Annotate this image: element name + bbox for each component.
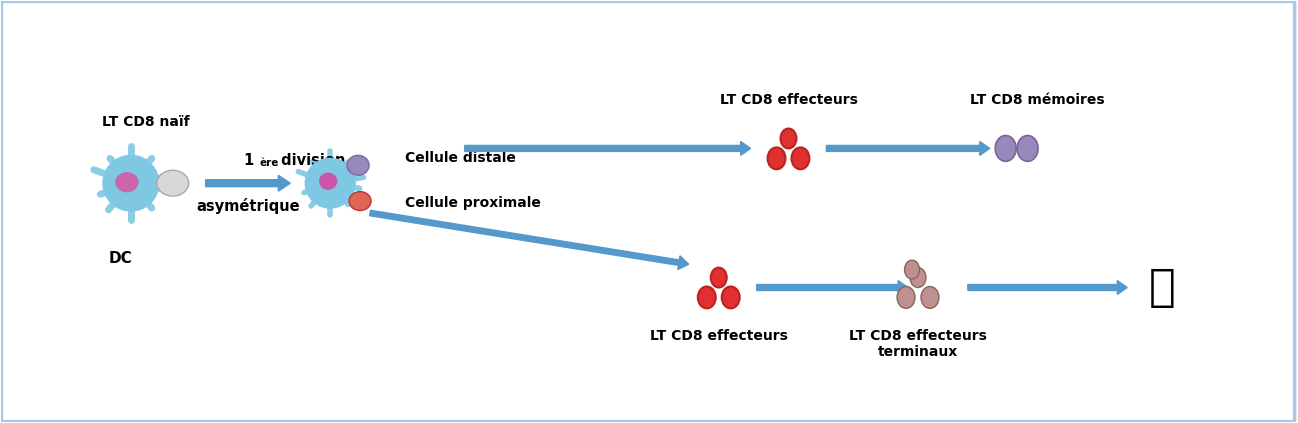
Ellipse shape xyxy=(116,173,138,192)
Ellipse shape xyxy=(996,135,1016,161)
Text: 💀: 💀 xyxy=(1149,266,1176,309)
Text: Cellule proximale: Cellule proximale xyxy=(405,196,541,210)
Ellipse shape xyxy=(905,260,919,279)
Ellipse shape xyxy=(157,170,188,196)
Text: ère: ère xyxy=(260,158,279,168)
Text: LT CD8 effecteurs
terminaux: LT CD8 effecteurs terminaux xyxy=(849,329,986,360)
FancyArrow shape xyxy=(827,141,990,155)
Text: LT CD8 naïf: LT CD8 naïf xyxy=(103,115,190,129)
Text: LT CD8 effecteurs: LT CD8 effecteurs xyxy=(650,329,788,343)
Text: LT CD8 mémoires: LT CD8 mémoires xyxy=(970,93,1105,107)
Ellipse shape xyxy=(897,286,915,308)
Text: division: division xyxy=(276,153,345,168)
Ellipse shape xyxy=(1018,135,1038,161)
Circle shape xyxy=(103,155,158,211)
Ellipse shape xyxy=(792,148,810,169)
Ellipse shape xyxy=(711,268,727,288)
Ellipse shape xyxy=(347,155,369,175)
Ellipse shape xyxy=(698,286,715,308)
Circle shape xyxy=(305,158,356,208)
Text: LT CD8 effecteurs: LT CD8 effecteurs xyxy=(719,93,858,107)
FancyArrow shape xyxy=(757,280,909,294)
Text: Cellule distale: Cellule distale xyxy=(405,151,515,165)
Ellipse shape xyxy=(349,192,371,211)
Text: 1: 1 xyxy=(243,153,253,168)
FancyArrow shape xyxy=(465,141,750,155)
Text: DC: DC xyxy=(109,251,132,266)
Ellipse shape xyxy=(922,286,938,308)
Ellipse shape xyxy=(319,173,336,189)
FancyArrow shape xyxy=(205,175,291,191)
Ellipse shape xyxy=(910,268,925,288)
FancyArrow shape xyxy=(968,280,1127,294)
Text: asymétrique: asymétrique xyxy=(196,198,300,214)
Ellipse shape xyxy=(780,129,797,148)
FancyArrow shape xyxy=(370,210,689,269)
Ellipse shape xyxy=(722,286,740,308)
Ellipse shape xyxy=(767,148,785,169)
